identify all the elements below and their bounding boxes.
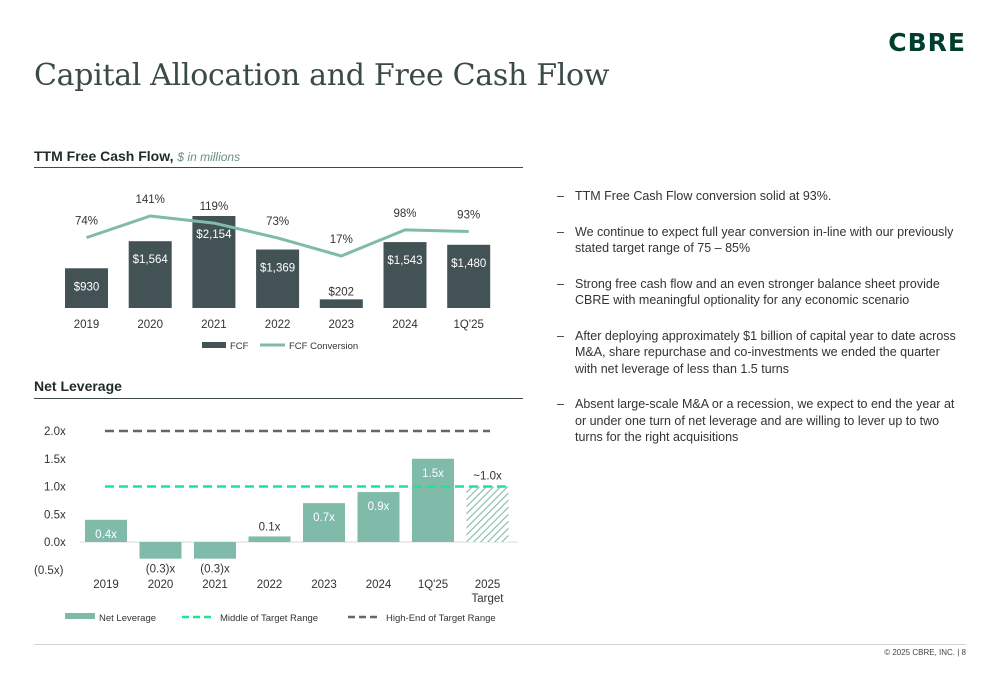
- bullet-text: We continue to expect full year conversi…: [575, 224, 954, 256]
- page-title: Capital Allocation and Free Cash Flow: [34, 58, 610, 93]
- fcf-x-tick: 2019: [74, 319, 100, 331]
- lev-y-tick: 2.0x: [44, 426, 66, 438]
- lev-bar: [357, 492, 400, 542]
- fcf-title-text: TTM Free Cash Flow,: [34, 148, 174, 164]
- lev-x-tick: 2025 Target: [472, 579, 505, 605]
- fcf-conversion-label: 17%: [330, 234, 353, 246]
- footer-copyright: © 2025 CBRE, INC. | 8: [884, 648, 966, 657]
- bullet-dash: –: [557, 397, 564, 411]
- bullet-text: TTM Free Cash Flow conversion solid at 9…: [575, 189, 832, 203]
- fcf-bar-label: $1,369: [260, 263, 295, 275]
- fcf-x-tick: 2020: [137, 319, 163, 331]
- legend-fcf-label: FCF: [230, 341, 249, 352]
- lev-bar-label: 0.9x: [368, 501, 390, 513]
- bullet-item: – Strong free cash flow and an even stron…: [557, 276, 957, 309]
- fcf-section-title: TTM Free Cash Flow, $ in millions: [34, 148, 240, 164]
- fcf-conversion-label: 74%: [75, 216, 98, 228]
- fcf-bar: [319, 299, 363, 308]
- leverage-section-rule: [34, 398, 523, 399]
- fcf-bar: [192, 216, 236, 308]
- fcf-conversion-label: 98%: [393, 208, 416, 220]
- lev-x-tick: 2020: [148, 579, 174, 591]
- lev-x-tick: 2021: [202, 579, 228, 591]
- bullet-text: Absent large-scale M&A or a recession, w…: [575, 397, 955, 444]
- fcf-x-tick: 2022: [265, 319, 291, 331]
- lev-y-tick: 1.5x: [44, 454, 66, 466]
- legend-net-leverage-label: Net Leverage: [99, 613, 156, 624]
- fcf-bar: [128, 241, 172, 308]
- fcf-bar: [383, 242, 427, 308]
- footer-rule: [34, 644, 966, 645]
- lev-bar-label: 0.1x: [259, 521, 281, 533]
- lev-x-tick: 2022: [257, 579, 283, 591]
- lev-bar-label: 1.5x: [422, 468, 444, 480]
- lev-target-bar: [466, 486, 509, 542]
- bullet-dash: –: [557, 328, 564, 343]
- legend-conversion-label: FCF Conversion: [289, 341, 358, 352]
- fcf-conversion-line: [86, 214, 469, 258]
- bullet-item: – After deploying approximately $1 billio…: [557, 328, 957, 378]
- fcf-bar-label: $1,543: [387, 255, 422, 267]
- fcf-subtitle: $ in millions: [177, 150, 241, 164]
- bullet-item: – Absent large-scale M&A or a recession, …: [557, 396, 957, 446]
- lev-bar: [85, 519, 127, 542]
- bullet-dash: –: [557, 224, 564, 239]
- bullet-text: Strong free cash flow and an even strong…: [575, 276, 940, 308]
- lev-x-tick: 2019: [93, 579, 119, 591]
- lev-x-tick: 2024: [366, 579, 392, 591]
- fcf-conversion-label: 119%: [200, 201, 229, 213]
- lev-bar: [303, 503, 345, 542]
- fcf-x-tick: 1Q'25: [454, 319, 484, 331]
- lev-y-tick: 0.5x: [44, 509, 66, 521]
- fcf-bar-label: $2,154: [196, 229, 232, 241]
- fcf-conversion-label: 141%: [135, 194, 164, 206]
- fcf-section-rule: [34, 167, 523, 168]
- fcf-x-tick: 2024: [392, 319, 418, 331]
- lev-bar: [139, 542, 182, 559]
- fcf-x-tick: 2023: [329, 319, 355, 331]
- lev-bar-label: ~1.0x: [473, 471, 502, 483]
- lev-y-tick: 0.0x: [44, 537, 66, 549]
- lev-y-tick: 1.0x: [44, 482, 66, 494]
- fcf-bar-label: $202: [329, 286, 355, 298]
- fcf-chart: $930 2019 $1,564 2020 $2,154 2021 $1,369 2022 $2…: [65, 194, 491, 352]
- lev-bar-label: (0.3)x: [146, 564, 176, 576]
- fcf-bar-label: $930: [74, 281, 100, 293]
- bullet-dash: –: [557, 189, 564, 203]
- commentary-bullets: – TTM Free Cash Flow conversion solid at …: [557, 188, 957, 465]
- fcf-x-tick: 2021: [201, 319, 227, 331]
- lev-bar-label: 0.4x: [95, 529, 117, 541]
- lev-x-tick: 1Q'25: [418, 579, 448, 591]
- fcf-bar: [65, 268, 108, 308]
- lev-bar: [194, 542, 236, 559]
- leverage-chart: 2.0x 1.5x 1.0x 0.5x 0.0x (0.5x) 0.4x 2019 (0.3)x…: [34, 426, 518, 624]
- lev-x-tick: 2023: [311, 579, 337, 591]
- fcf-bar: [256, 249, 300, 308]
- legend-net-leverage-swatch: [65, 613, 95, 619]
- lev-bar-label: 0.7x: [313, 512, 335, 524]
- lev-bar: [248, 536, 291, 542]
- lev-bar: [412, 458, 454, 542]
- bullet-text: After deploying approximately $1 billion…: [575, 328, 956, 376]
- fcf-bar-label: $1,480: [451, 258, 486, 270]
- cbre-logo: CBRE: [888, 28, 966, 57]
- lev-bar-label: (0.3)x: [200, 564, 230, 576]
- bullet-item: – We continue to expect full year convers…: [557, 224, 957, 257]
- legend-middle-target-label: Middle of Target Range: [220, 613, 318, 624]
- fcf-bar: [447, 244, 491, 308]
- bullet-item: – TTM Free Cash Flow conversion solid at …: [557, 188, 957, 205]
- legend-fcf-swatch: [202, 342, 226, 348]
- bullet-dash: –: [557, 276, 564, 291]
- fcf-bar-label: $1,564: [133, 254, 169, 266]
- legend-high-end-label: High-End of Target Range: [386, 613, 496, 624]
- fcf-conversion-label: 73%: [266, 216, 289, 228]
- fcf-conversion-label: 93%: [457, 209, 480, 221]
- leverage-section-title: Net Leverage: [34, 378, 122, 394]
- lev-y-tick: (0.5x): [34, 565, 64, 577]
